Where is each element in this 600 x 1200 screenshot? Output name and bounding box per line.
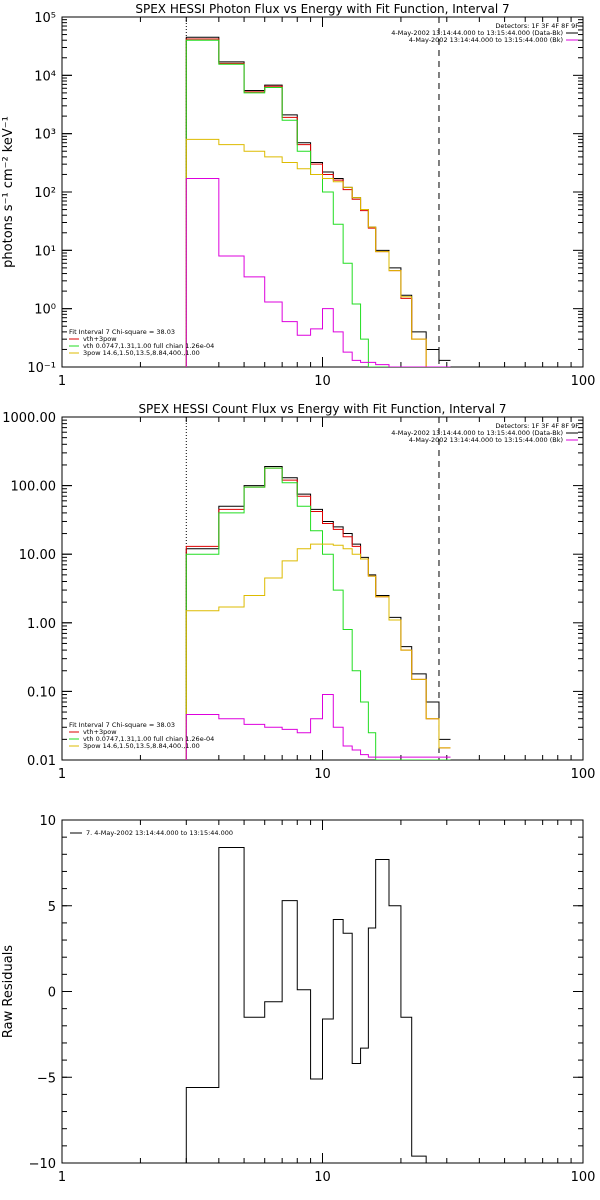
y-tick-label: 5 xyxy=(48,900,56,915)
x-tick-label: 1 xyxy=(58,767,66,782)
legend-title: Fit Interval 7 Chi-square = 38.03 xyxy=(69,721,175,729)
y-tick-label: −5 xyxy=(37,1071,56,1086)
header-detectors: Detectors: 1F 3F 4F 8F 9F xyxy=(495,22,579,30)
y-tick-label: 10⁰ xyxy=(34,303,56,318)
y-axis-label: Raw Residuals xyxy=(1,945,16,1038)
chart-title: SPEX HESSI Photon Flux vs Energy with Fi… xyxy=(135,2,509,16)
series-line-vth xyxy=(185,39,451,367)
y-tick-label: 0 xyxy=(48,986,56,1001)
x-tick-label: 1 xyxy=(58,1170,66,1185)
x-tick-label: 10 xyxy=(314,374,331,389)
series-line-vth-3pow xyxy=(185,38,451,367)
series-line-vth-3pow xyxy=(185,467,451,760)
y-tick-label: 10¹ xyxy=(34,244,56,259)
series-line-3pow xyxy=(185,138,451,367)
y-tick-label: 1000.00 xyxy=(2,411,56,426)
legend-title: Fit Interval 7 Chi-square = 38.03 xyxy=(69,328,175,336)
legend-entry: 7. 4-May-2002 13:14:44.000 to 13:15:44.0… xyxy=(86,829,233,837)
y-tick-label: 1.00 xyxy=(27,617,56,632)
series-line-bk xyxy=(185,694,451,760)
header-detectors: Detectors: 1F 3F 4F 8F 9F xyxy=(495,422,579,430)
y-tick-label: −10 xyxy=(29,1157,56,1172)
x-tick-label: 10 xyxy=(314,1170,331,1185)
legend-entry: vth+3pow xyxy=(83,335,117,343)
legend-entry: vth 0.0747,1.31,1.00 full chian 1.26e-04 xyxy=(83,735,214,743)
series-line-data-bk xyxy=(185,36,451,367)
y-tick-label: 10⁻¹ xyxy=(27,361,56,376)
series-line-data-bk xyxy=(185,465,451,760)
y-tick-label: 10 xyxy=(39,814,56,829)
legend-entry: vth+3pow xyxy=(83,728,117,736)
y-tick-label: 0.10 xyxy=(27,685,56,700)
y-tick-label: 10³ xyxy=(34,128,56,143)
series-line-3pow xyxy=(185,543,451,760)
legend-entry: 3pow 14.6,1.50,13.5,8.84,400.,1.00 xyxy=(83,742,200,750)
x-tick-label: 100 xyxy=(571,374,596,389)
x-tick-label: 100 xyxy=(571,1170,596,1185)
x-tick-label: 100 xyxy=(571,767,596,782)
series-line-vth xyxy=(185,467,451,760)
header-line-bk: 4-May-2002 13:14:44.000 to 13:15:44.000 … xyxy=(409,36,563,44)
plot-frame xyxy=(61,819,584,1164)
legend-entry: vth 0.0747,1.31,1.00 full chian 1.26e-04 xyxy=(83,342,214,350)
header-line-data: 4-May-2002 13:14:44.000 to 13:15:44.000 … xyxy=(391,429,563,437)
y-tick-label: 10⁴ xyxy=(34,69,56,84)
y-axis-label: photons s⁻¹ cm⁻² keV⁻¹ xyxy=(1,116,16,268)
legend-entry: 3pow 14.6,1.50,13.5,8.84,400.,1.00 xyxy=(83,349,200,357)
chart-panel-3 xyxy=(61,819,584,1164)
series-line-bk xyxy=(185,178,451,367)
y-tick-label: 100.00 xyxy=(11,480,57,495)
y-tick-label: 10.00 xyxy=(19,548,56,563)
chart-title: SPEX HESSI Count Flux vs Energy with Fit… xyxy=(138,402,506,416)
x-tick-label: 10 xyxy=(314,767,331,782)
y-tick-label: 10⁵ xyxy=(34,11,56,26)
header-line-data: 4-May-2002 13:14:44.000 to 13:15:44.000 … xyxy=(391,29,563,37)
y-tick-label: 0.01 xyxy=(27,754,56,769)
chart-panel-1 xyxy=(61,16,584,368)
y-tick-label: 10² xyxy=(34,186,56,201)
series-line-residuals xyxy=(185,846,439,1163)
x-tick-label: 1 xyxy=(58,374,66,389)
chart-panel-2 xyxy=(61,416,584,761)
header-line-bk: 4-May-2002 13:14:44.000 to 13:15:44.000 … xyxy=(409,436,563,444)
